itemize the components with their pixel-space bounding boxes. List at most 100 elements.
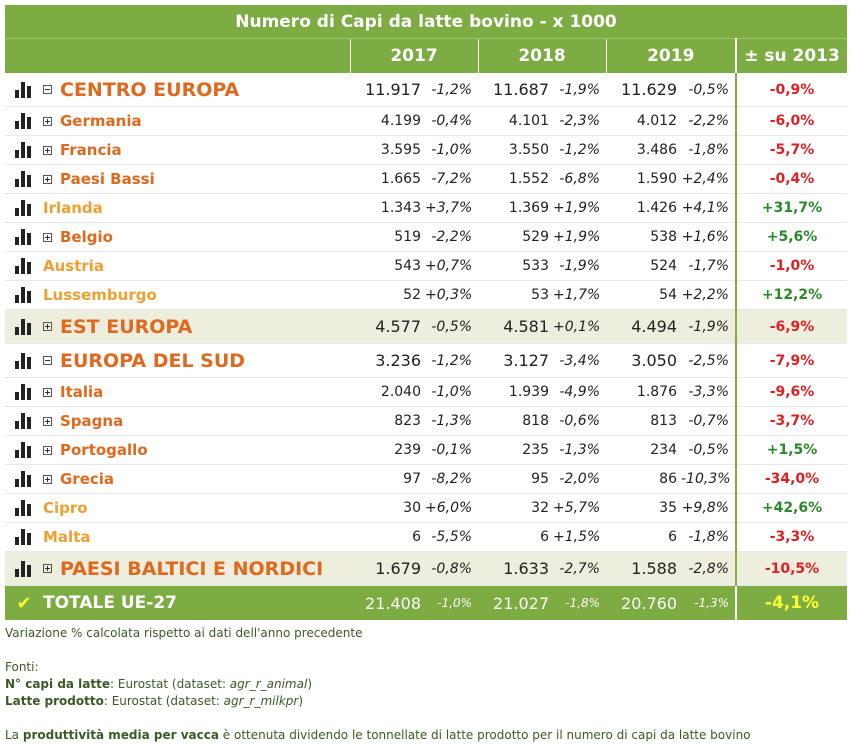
bar-chart-icon[interactable] (15, 142, 33, 158)
pct-change-2018: -0,6% (553, 406, 606, 436)
chart-button[interactable] (5, 135, 43, 165)
bar-chart-icon[interactable] (15, 560, 33, 577)
expand-plus-icon[interactable] (43, 416, 52, 426)
expand-plus-icon[interactable] (43, 474, 52, 484)
bar-chart-icon[interactable] (15, 442, 33, 458)
variation-note: Variazione % calcolata rispetto ai dati … (5, 626, 363, 640)
change-since-2013: -34,0% (734, 464, 848, 494)
row-label: Austria (43, 257, 105, 275)
bar-chart-icon[interactable] (15, 287, 33, 303)
source-animals: N° capi da latte: Eurostat (dataset: agr… (5, 677, 312, 691)
row-name-cell[interactable]: Spagna (43, 406, 350, 436)
pct-change-2018: +0,1% (553, 309, 606, 344)
chart-button[interactable] (5, 106, 43, 136)
pct-change-2018: +1,5% (553, 522, 606, 552)
pct-change-2017: -7,2% (425, 164, 478, 194)
row-label: Irlanda (43, 199, 103, 217)
pct-change-2019: -2,2% (681, 106, 736, 136)
pct-change-2018: -2,7% (553, 551, 606, 586)
collapse-minus-icon[interactable] (43, 85, 52, 94)
expand-plus-icon[interactable] (43, 445, 52, 455)
expand-plus-icon[interactable] (43, 174, 52, 184)
bar-chart-icon[interactable] (15, 413, 33, 429)
expand-plus-icon[interactable] (43, 145, 52, 155)
header-2017[interactable]: 2017 (349, 38, 478, 73)
row-name-cell[interactable]: Paesi Bassi (43, 164, 350, 194)
chart-button[interactable] (5, 280, 43, 310)
pct-change-2018: +1,7% (553, 280, 606, 310)
row-name-cell[interactable]: Francia (43, 135, 350, 165)
value-2017: 11.917 (350, 73, 425, 107)
chart-button[interactable] (5, 193, 43, 223)
chart-button[interactable] (5, 343, 43, 378)
bar-chart-icon[interactable] (15, 171, 33, 187)
bar-chart-icon[interactable] (15, 384, 33, 400)
total-pct-2017: -1,0% (425, 585, 478, 620)
bar-chart-icon[interactable] (15, 318, 33, 335)
chart-button[interactable] (5, 464, 43, 494)
value-2017: 52 (350, 280, 425, 310)
table-row-lussemburgo: Lussemburgo 52 +0,3% 53 +1,7% 54 +2,2% +12,2% (5, 280, 848, 310)
chart-button[interactable] (5, 493, 43, 523)
value-2017: 3.595 (350, 135, 425, 165)
pct-change-2019: -1,9% (681, 309, 736, 344)
value-2018: 32 (478, 493, 553, 523)
bar-chart-icon[interactable] (15, 200, 33, 216)
bar-chart-icon[interactable] (15, 500, 33, 516)
change-since-2013: -0,9% (734, 73, 848, 107)
value-2018: 1.552 (478, 164, 553, 194)
expand-plus-icon[interactable] (43, 232, 52, 242)
bar-chart-icon[interactable] (15, 352, 33, 369)
pct-change-2019: -3,3% (681, 377, 736, 407)
row-name-cell[interactable]: Portogallo (43, 435, 350, 465)
bar-chart-icon[interactable] (15, 81, 33, 98)
table-title: Numero di Capi da latte bovino - x 1000 (5, 5, 848, 39)
row-name-cell[interactable]: Grecia (43, 464, 350, 494)
expand-plus-icon[interactable] (43, 116, 52, 126)
checkmark-icon: ✔ (5, 585, 43, 620)
row-name-cell[interactable]: Italia (43, 377, 350, 407)
chart-button[interactable] (5, 377, 43, 407)
expand-plus-icon[interactable] (43, 387, 52, 397)
change-since-2013: -6,0% (734, 106, 848, 136)
total-value-2018: 21.027 (478, 585, 553, 620)
chart-button[interactable] (5, 435, 43, 465)
pct-change-2018: -1,9% (553, 73, 606, 107)
bar-chart-icon[interactable] (15, 529, 33, 545)
chart-button[interactable] (5, 251, 43, 281)
chart-button[interactable] (5, 309, 43, 344)
chart-button[interactable] (5, 522, 43, 552)
chart-button[interactable] (5, 406, 43, 436)
bar-chart-icon[interactable] (15, 258, 33, 274)
total-value-2017: 21.408 (350, 585, 425, 620)
expand-plus-icon[interactable] (43, 322, 52, 331)
pct-change-2017: -0,1% (425, 435, 478, 465)
row-name-cell[interactable]: EUROPA DEL SUD (43, 343, 350, 378)
row-label: EST EUROPA (60, 315, 193, 338)
value-2019: 1.426 (606, 193, 681, 223)
expand-plus-icon[interactable] (43, 564, 52, 573)
row-name-cell[interactable]: EST EUROPA (43, 309, 350, 344)
chart-button[interactable] (5, 551, 43, 586)
header-change-since-2013[interactable]: ± su 2013 (734, 38, 848, 73)
pct-change-2018: -1,9% (553, 251, 606, 281)
bar-chart-icon[interactable] (15, 471, 33, 487)
collapse-minus-icon[interactable] (43, 356, 52, 365)
row-name-cell[interactable]: CENTRO EUROPA (43, 73, 350, 107)
total-row: ✔ TOTALE UE-27 21.408 -1,0% 21.027 -1,8%… (5, 585, 848, 620)
value-2018: 53 (478, 280, 553, 310)
chart-button[interactable] (5, 73, 43, 107)
row-label: Malta (43, 528, 91, 546)
chart-button[interactable] (5, 222, 43, 252)
value-2017: 519 (350, 222, 425, 252)
row-name-cell[interactable]: PAESI BALTICI E NORDICI (43, 551, 350, 586)
header-2019[interactable]: 2019 (605, 38, 736, 73)
row-name-cell[interactable]: Belgio (43, 222, 350, 252)
bar-chart-icon[interactable] (15, 113, 33, 129)
header-2018[interactable]: 2018 (477, 38, 606, 73)
chart-button[interactable] (5, 164, 43, 194)
table-row-europa-del-sud: EUROPA DEL SUD 3.236 -1,2% 3.127 -3,4% 3.050-… (5, 343, 848, 378)
value-2018: 6 (478, 522, 553, 552)
row-name-cell[interactable]: Germania (43, 106, 350, 136)
bar-chart-icon[interactable] (15, 229, 33, 245)
